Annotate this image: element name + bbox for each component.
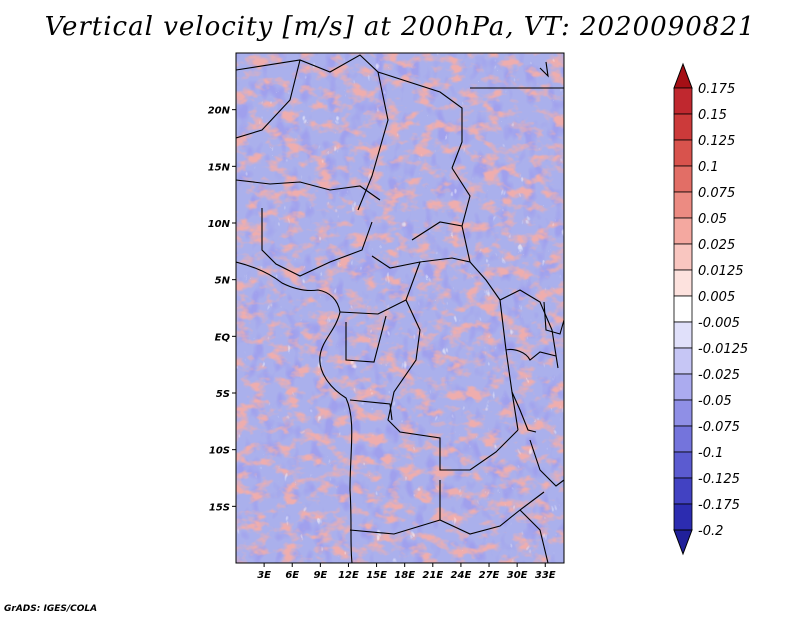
colorbar: 0.175 0.15 0.125 0.1 0.075 0.05 0.025 0.0125 0.0… — [673, 62, 748, 556]
lon-tick-label: 6E — [285, 570, 299, 581]
lon-tick-label: 27E — [479, 570, 500, 581]
colorbar-label: 0.125 — [698, 134, 735, 149]
colorbar-segment — [673, 425, 693, 453]
map-frame — [235, 52, 565, 564]
colorbar-label: 0.05 — [698, 212, 727, 227]
lon-tick-label: 3E — [257, 570, 271, 581]
map-title: Vertical velocity [m/s] at 200hPa, VT: 2… — [44, 12, 756, 42]
colorbar-label: 0.15 — [698, 108, 727, 123]
colorbar-label: -0.005 — [698, 316, 740, 331]
colorbar-label: 0.005 — [698, 290, 735, 305]
colorbar-segment — [673, 477, 693, 505]
colorbar-label: 0.025 — [698, 238, 735, 253]
latitude-axis: 20N 15N 10N 5N EQ 5S 10S 15S — [208, 106, 236, 513]
colorbar-label: -0.2 — [698, 524, 723, 539]
colorbar-segment — [673, 503, 693, 531]
colorbar-segment — [673, 269, 693, 297]
colorbar-label: -0.175 — [698, 498, 740, 513]
lon-tick-label: 30E — [507, 570, 528, 581]
colorbar-segment — [673, 191, 693, 219]
colorbar-label: 0.075 — [698, 186, 735, 201]
lon-tick-label: 15E — [366, 570, 387, 581]
lat-tick-label: 5S — [216, 389, 230, 400]
lat-tick-label: 10S — [209, 446, 230, 457]
velocity-field — [236, 53, 564, 563]
colorbar-segment — [673, 373, 693, 401]
colorbar-label: -0.05 — [698, 394, 732, 409]
colorbar-label: -0.025 — [698, 368, 740, 383]
country-boundaries — [236, 54, 564, 563]
colorbar-segment — [673, 113, 693, 141]
grads-credit: GrADS: IGES/COLA — [4, 604, 98, 614]
colorbar-segment — [673, 87, 693, 115]
lon-tick-label: 9E — [313, 570, 327, 581]
colorbar-segment — [673, 321, 693, 349]
colorbar-bottom-arrow — [673, 529, 693, 556]
lon-tick-label: 24E — [451, 570, 472, 581]
lon-tick-label: 21E — [422, 570, 443, 581]
colorbar-label: 0.0125 — [698, 264, 744, 279]
colorbar-label: 0.1 — [698, 160, 719, 175]
lat-tick-label: 20N — [208, 106, 231, 117]
colorbar-segment — [673, 347, 693, 375]
lon-tick-label: 18E — [394, 570, 415, 581]
colorbar-label: -0.075 — [698, 420, 740, 435]
colorbar-segment — [673, 139, 693, 167]
colorbar-label: -0.125 — [698, 472, 740, 487]
lat-tick-label: 5N — [215, 276, 231, 287]
colorbar-segment — [673, 295, 693, 323]
lon-tick-label: 12E — [338, 570, 359, 581]
colorbar-segment — [673, 451, 693, 479]
colorbar-label: 0.175 — [698, 82, 735, 97]
colorbar-segment — [673, 399, 693, 427]
colorbar-top-arrow — [673, 62, 693, 89]
longitude-axis: 3E 6E 9E 12E 15E 18E 21E 24E 27E 30E 33E — [257, 563, 556, 581]
lat-tick-label: 10N — [208, 219, 231, 230]
lon-tick-label: 33E — [535, 570, 556, 581]
lat-tick-label: EQ — [215, 332, 231, 343]
lat-tick-label: 15N — [208, 162, 231, 173]
colorbar-segment — [673, 243, 693, 271]
colorbar-segment — [673, 217, 693, 245]
colorbar-label: -0.1 — [698, 446, 723, 461]
colorbar-segment — [673, 165, 693, 193]
lat-tick-label: 15S — [209, 502, 230, 513]
colorbar-label: -0.0125 — [698, 342, 748, 357]
